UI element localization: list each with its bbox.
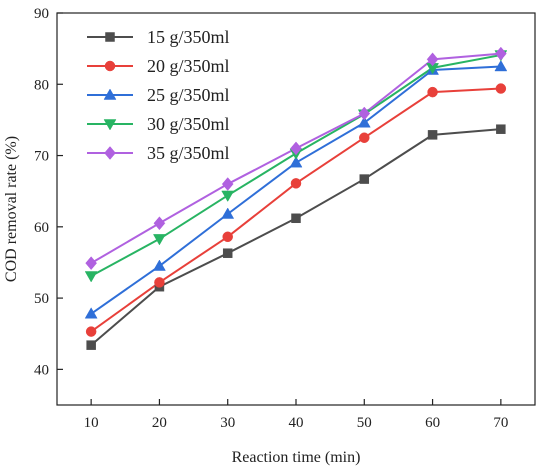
legend-label-1: 15 g/350ml — [147, 27, 230, 47]
series-3-point — [357, 116, 371, 128]
series-1-point — [86, 340, 96, 350]
plot-frame — [56, 12, 536, 406]
series-5-point — [495, 46, 507, 61]
x-tick-label: 40 — [289, 415, 304, 431]
legend-label-4: 30 g/350ml — [147, 114, 230, 134]
series-5-point — [358, 106, 371, 121]
legend: 15 g/350ml 20 g/350ml 25 g/350ml 30 g/350ml… — [87, 27, 230, 163]
series-3-point — [221, 207, 235, 219]
series-4-point — [84, 271, 98, 283]
x-axis-title: Reaction time (min) — [232, 449, 361, 466]
series-2-point — [222, 231, 233, 243]
y-tick-label: 90 — [34, 6, 49, 22]
legend-marker-3 — [103, 88, 117, 100]
x-tick-label: 30 — [220, 415, 235, 431]
y-tick-label: 40 — [34, 362, 49, 378]
series-2-point — [85, 326, 97, 337]
series-1-point — [359, 174, 370, 184]
series-4-point — [152, 234, 166, 246]
x-tick-label: 10 — [84, 415, 99, 431]
series-1-point — [496, 124, 506, 134]
x-tick-label: 20 — [152, 415, 167, 431]
series-2-point — [495, 83, 507, 94]
x-tick-label: 50 — [357, 415, 372, 431]
legend-marker-1 — [105, 32, 115, 42]
legend-marker-2 — [104, 60, 116, 72]
series-1-point — [222, 248, 233, 258]
series-5-point — [85, 256, 97, 271]
series-2-point — [359, 132, 370, 143]
series-2-point — [427, 86, 438, 98]
legend-marker-5 — [104, 146, 116, 160]
series-3-point — [84, 307, 98, 319]
series-2-point — [290, 178, 302, 189]
series-markers — [84, 46, 508, 350]
series-5-point — [290, 141, 302, 156]
y-tick-label: 80 — [34, 77, 49, 93]
y-tick-label: 70 — [34, 149, 49, 165]
legend-label-5: 35 g/350ml — [147, 143, 230, 163]
y-tick-label: 60 — [34, 220, 49, 236]
axis-ticks: 10 20 30 40 50 60 70 40 50 60 70 80 90 — [34, 6, 508, 431]
series-3-point — [289, 156, 303, 168]
series-5-point — [426, 52, 439, 67]
series-1-point — [291, 213, 301, 224]
y-tick-label: 50 — [34, 291, 49, 307]
series-5-point — [221, 177, 234, 191]
legend-label-2: 20 g/350ml — [147, 56, 230, 76]
x-tick-label: 60 — [425, 415, 440, 431]
legend-marker-4 — [103, 119, 117, 131]
series-1-point — [427, 130, 438, 140]
series-2-point — [154, 277, 165, 288]
series-4-point — [221, 190, 235, 202]
x-tick-label: 70 — [493, 415, 508, 431]
series-3-point — [494, 59, 508, 72]
series-5-point — [153, 216, 166, 231]
series-3-point — [152, 259, 166, 271]
y-axis-title: COD removal rate (%) — [3, 136, 20, 282]
legend-label-3: 25 g/350ml — [147, 85, 230, 105]
